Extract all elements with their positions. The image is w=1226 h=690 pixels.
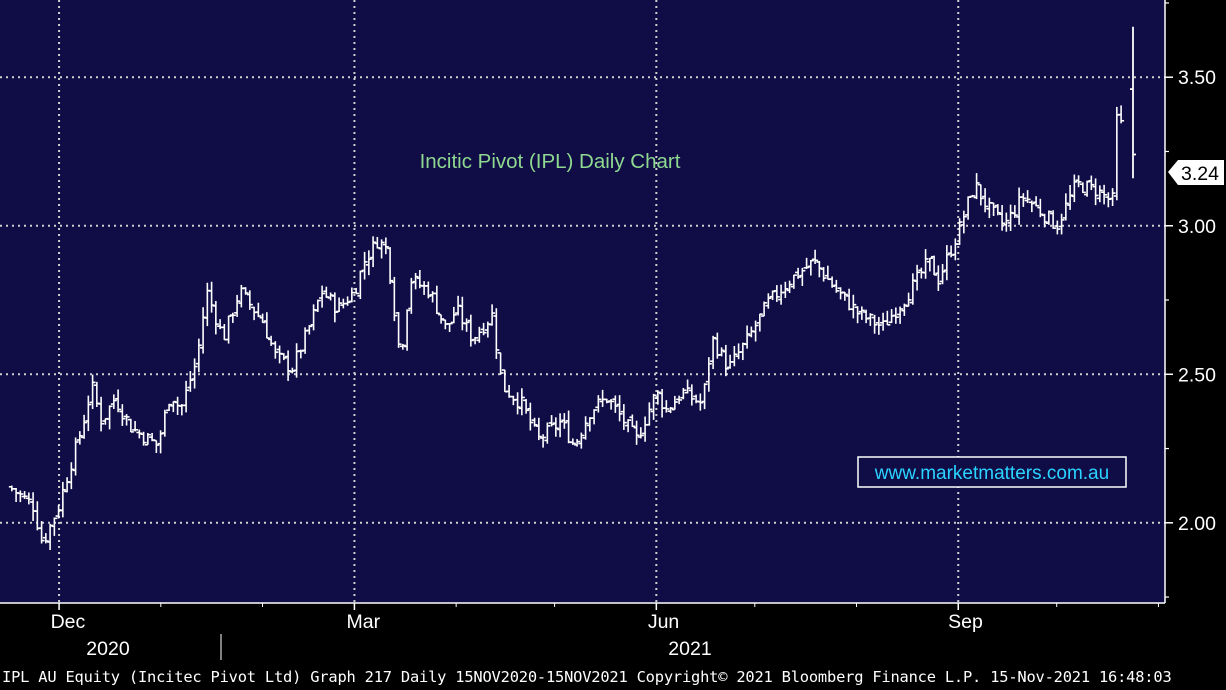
x-year-label: 2021 [668,638,711,660]
x-month-label: Mar [346,611,380,633]
y-tick-label: 2.00 [1178,513,1216,535]
x-month-label: Sep [948,611,983,633]
y-axis-ticks: 3.50 3.00 2.50 2.00 [1165,2,1216,598]
y-tick-label: 3.50 [1178,67,1216,89]
chart-title: Incitic Pivot (IPL) Daily Chart [420,150,681,173]
last-price-tag [1168,160,1224,185]
ohlc-bars [8,26,1136,551]
axis-panel-right [1165,0,1226,603]
x-axis-ticks: Dec Mar Jun Sep 2020 2021 [51,603,1159,660]
bloomberg-footer: IPL AU Equity (Incitec Pivot Ltd) Graph … [2,668,1172,686]
last-price-label: 3.24 [1181,163,1219,185]
axis-panel-bottom [0,603,1226,664]
watermark-box [857,456,1127,488]
price-chart: 3.50 3.00 2.50 2.00 Dec Mar Jun Sep 2020 2021 In… [0,0,1226,664]
vertical-gridlines [58,0,960,603]
x-month-label: Dec [51,611,86,633]
horizontal-gridlines [0,76,1165,524]
x-year-label: 2020 [86,638,130,660]
y-tick-label: 3.00 [1178,216,1216,238]
x-month-label: Jun [648,611,679,633]
y-tick-label: 2.50 [1178,364,1216,386]
watermark-url: www.marketmatters.com.au [874,463,1109,484]
plot-area [0,0,1165,603]
